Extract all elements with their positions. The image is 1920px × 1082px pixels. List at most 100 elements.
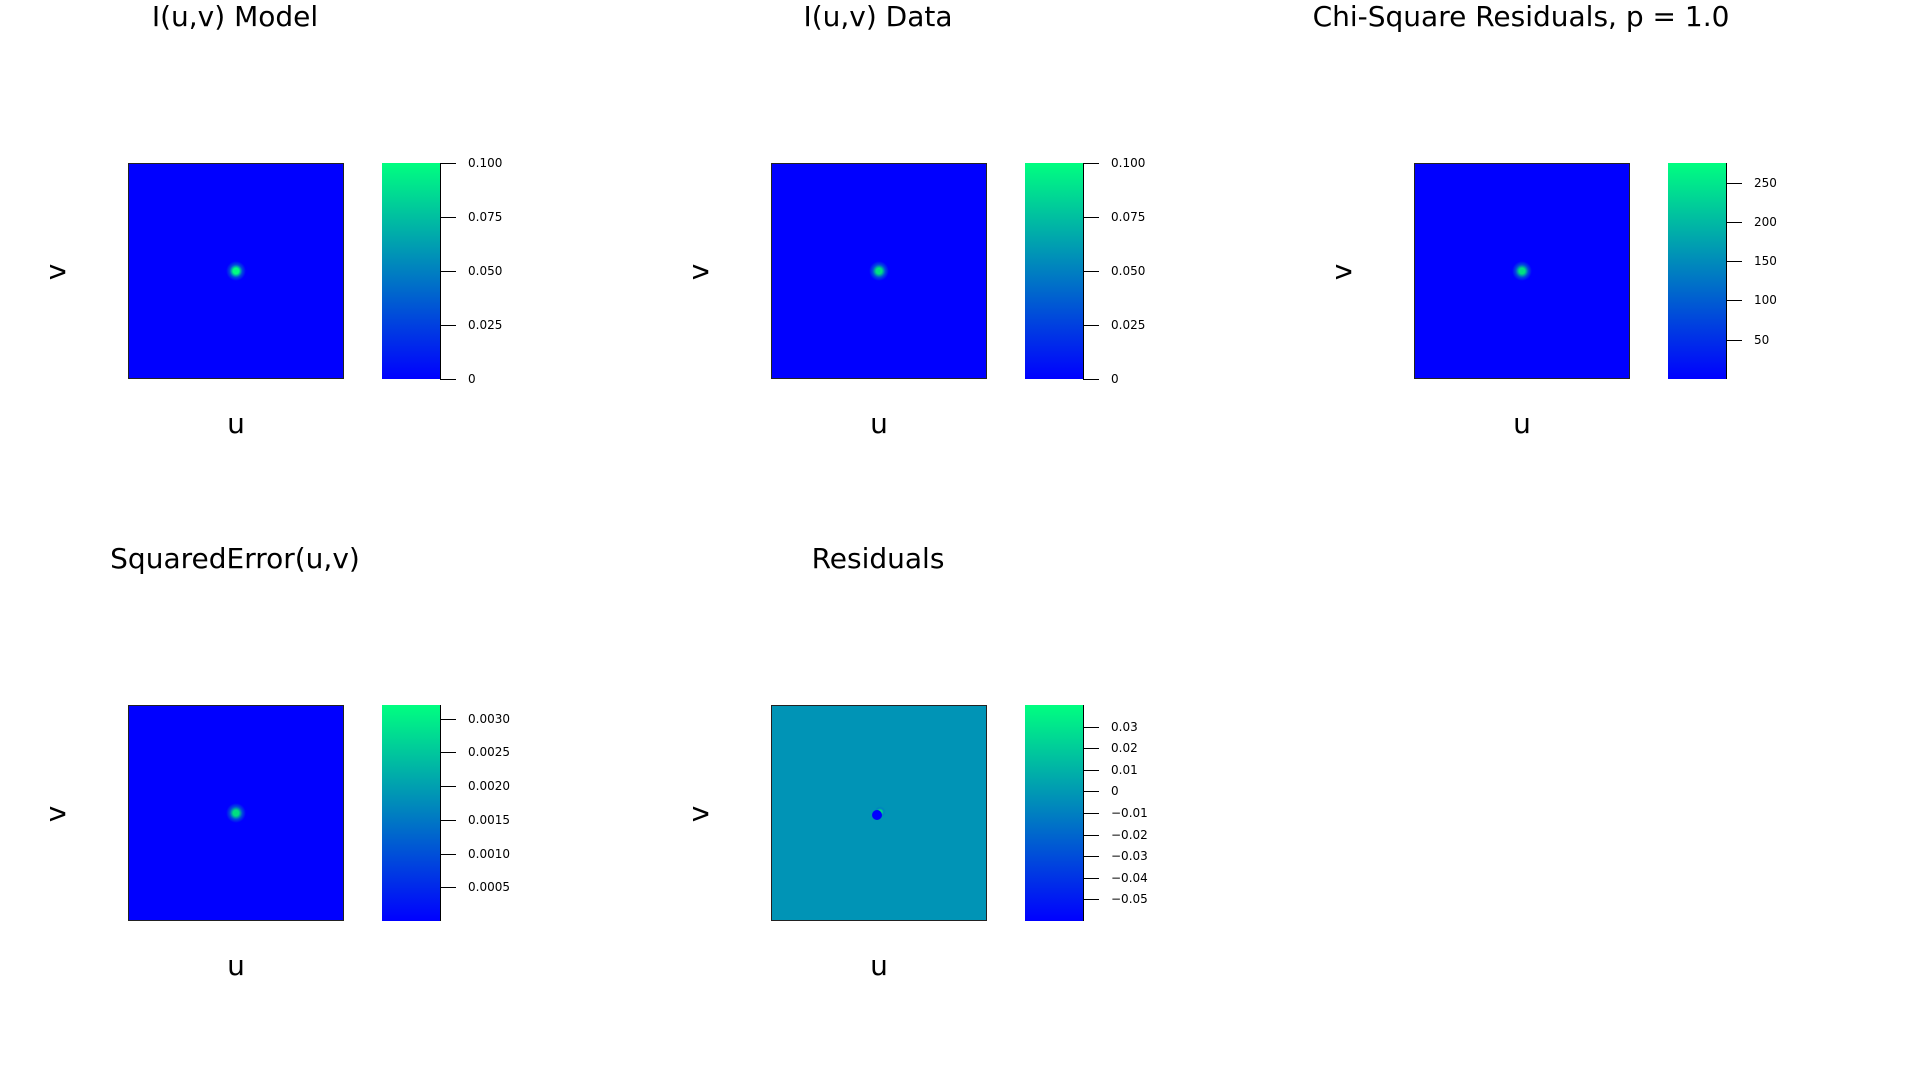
colorbar-tick-label: 0.050 (1111, 264, 1146, 278)
colorbar-tick (1083, 325, 1099, 326)
y-axis-label: v (39, 805, 72, 823)
colorbar-gradient (1025, 705, 1083, 921)
panel-residuals: Residuals v u 0.03 0.02 0.01 0 −0.01 −0.02 −0.… (643, 542, 1283, 1082)
heatmap-peak (1512, 261, 1532, 281)
x-axis-label: u (1513, 407, 1531, 440)
colorbar-tick-label: −0.01 (1111, 806, 1148, 820)
colorbar-tick (1083, 899, 1099, 900)
colorbar-tick-label: 0.02 (1111, 741, 1138, 755)
colorbar-tick (1726, 183, 1742, 184)
x-axis-label: u (227, 949, 245, 982)
y-axis-label: v (1325, 263, 1358, 281)
colorbar-tick (1083, 878, 1099, 879)
heatmap-peak (226, 803, 246, 823)
colorbar-tick-label: 0.0010 (468, 847, 510, 861)
colorbar-tick-label: 0 (1111, 372, 1119, 386)
colorbar-tick (1083, 271, 1099, 272)
colorbar: 250 200 150 100 50 (1668, 163, 1777, 379)
colorbar-tick-label: 0 (468, 372, 476, 386)
colorbar-tick-label: 100 (1754, 293, 1777, 307)
colorbar-gradient (1025, 163, 1083, 379)
colorbar-tick (1083, 770, 1099, 771)
colorbar-tick-label: 0.075 (1111, 210, 1146, 224)
x-axis-label: u (870, 407, 888, 440)
colorbar-tick (440, 887, 456, 888)
colorbar-tick (440, 786, 456, 787)
colorbar-tick-label: −0.02 (1111, 828, 1148, 842)
colorbar-tick (440, 820, 456, 821)
colorbar-tick-label: 0.0005 (468, 880, 510, 894)
colorbar-tick (440, 271, 456, 272)
colorbar-spine (440, 705, 441, 921)
colorbar-tick (440, 217, 456, 218)
colorbar-tick (1726, 300, 1742, 301)
colorbar-tick-label: 150 (1754, 254, 1777, 268)
colorbar: 0.100 0.075 0.050 0.025 0 (1025, 156, 1145, 386)
colorbar-gradient (382, 705, 440, 921)
colorbar-tick-label: 0.03 (1111, 720, 1138, 734)
colorbar-tick (1083, 163, 1099, 164)
colorbar-tick (440, 379, 456, 380)
colorbar-tick (440, 719, 456, 720)
chart-title: I(u,v) Model (151, 0, 319, 33)
heatmap (128, 163, 344, 379)
colorbar-tick (1083, 791, 1099, 792)
panel-model: I(u,v) Model v u 0.100 0.075 0.050 0.025 0 (0, 0, 640, 540)
colorbar-tick (1726, 261, 1742, 262)
colorbar-tick (440, 854, 456, 855)
chart-title: Residuals (811, 542, 945, 575)
y-axis-label: v (39, 263, 72, 281)
chart-title: SquaredError(u,v) (110, 542, 360, 575)
y-axis-label: v (682, 805, 715, 823)
colorbar-tick-label: 250 (1754, 176, 1777, 190)
heatmap (128, 705, 344, 921)
colorbar-tick-label: 0.025 (1111, 318, 1146, 332)
colorbar-tick-label: 50 (1754, 333, 1770, 347)
colorbar-tick (440, 163, 456, 164)
x-axis-label: u (870, 949, 888, 982)
panel-chi-square: Chi-Square Residuals, p = 1.0 v u 250 200… (1286, 0, 1920, 540)
panel-data: I(u,v) Data v u 0.100 0.075 0.050 0.025 0 (643, 0, 1283, 540)
heatmap (771, 705, 987, 921)
heatmap-trough (872, 810, 882, 820)
colorbar: 0.0030 0.0025 0.0020 0.0015 0.0010 0.0005 (382, 705, 510, 921)
colorbar-tick-label: 0.0025 (468, 745, 510, 759)
colorbar-tick-label: 200 (1754, 215, 1777, 229)
colorbar-tick-label: −0.03 (1111, 849, 1148, 863)
heatmap (1414, 163, 1630, 379)
heatmap-peak (226, 261, 246, 281)
colorbar-tick-label: 0.0030 (468, 712, 510, 726)
colorbar-tick-label: 0 (1111, 784, 1119, 798)
colorbar-tick-label: 0.100 (468, 156, 503, 170)
colorbar-tick-label: 0.050 (468, 264, 503, 278)
colorbar-tick (1083, 813, 1099, 814)
colorbar-tick (1726, 222, 1742, 223)
chart-title: I(u,v) Data (803, 0, 953, 33)
colorbar-tick (1083, 217, 1099, 218)
colorbar-tick (1083, 727, 1099, 728)
colorbar-tick-label: −0.04 (1111, 871, 1148, 885)
colorbar-tick (1083, 748, 1099, 749)
panel-squared-error: SquaredError(u,v) v u 0.0030 0.0025 0.0020… (0, 542, 640, 1082)
x-axis-label: u (227, 407, 245, 440)
colorbar: 0.100 0.075 0.050 0.025 0 (382, 156, 502, 386)
colorbar-tick (1083, 379, 1099, 380)
colorbar-tick-label: 0.0015 (468, 813, 510, 827)
colorbar-tick (440, 752, 456, 753)
colorbar-tick-label: 0.025 (468, 318, 503, 332)
colorbar-tick-label: 0.075 (468, 210, 503, 224)
colorbar-tick (1726, 340, 1742, 341)
colorbar-tick (1083, 835, 1099, 836)
colorbar-gradient (1668, 163, 1726, 379)
colorbar-gradient (382, 163, 440, 379)
y-axis-label: v (682, 263, 715, 281)
colorbar-tick-label: 0.01 (1111, 763, 1138, 777)
heatmap (771, 163, 987, 379)
colorbar-tick-label: 0.100 (1111, 156, 1146, 170)
colorbar-tick-label: 0.0020 (468, 779, 510, 793)
colorbar-tick (440, 325, 456, 326)
colorbar: 0.03 0.02 0.01 0 −0.01 −0.02 −0.03 −0.04 −0.05 (1025, 705, 1148, 921)
chart-title: Chi-Square Residuals, p = 1.0 (1312, 0, 1730, 33)
colorbar-spine (1726, 163, 1727, 379)
colorbar-tick-label: −0.05 (1111, 892, 1148, 906)
